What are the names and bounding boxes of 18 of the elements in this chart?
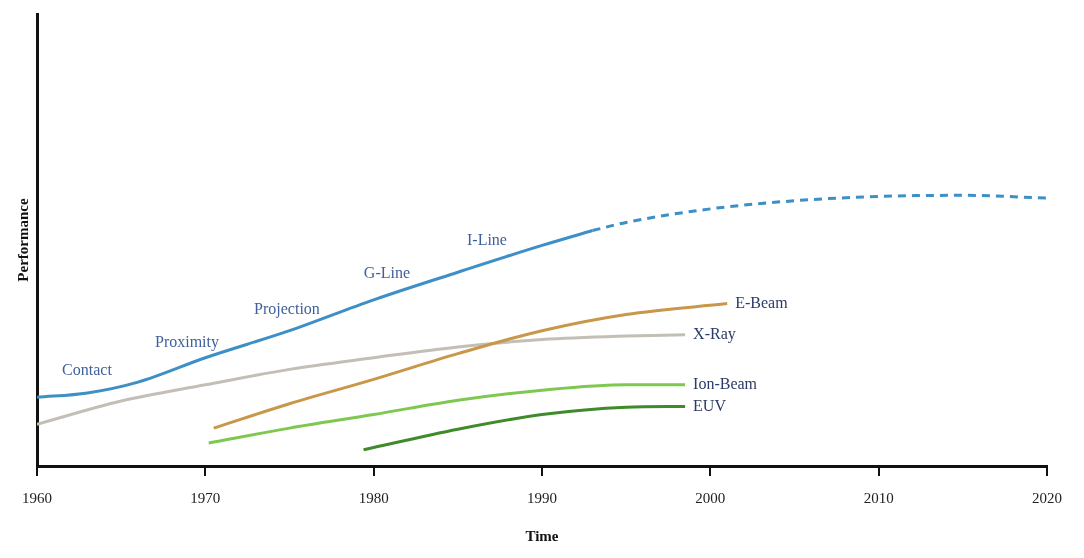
annotation: Projection [254, 299, 320, 318]
annotation: Contact [62, 361, 113, 379]
x-tick-label: 2000 [695, 489, 726, 506]
annotation: G-Line [363, 263, 411, 281]
x-tick-label: 2020 [1032, 489, 1062, 506]
series-label: Ion-Beam [693, 375, 758, 393]
y-axis-title: Performance [14, 198, 31, 282]
annotation: I-Line [466, 231, 507, 249]
x-tick-label: 2010 [863, 489, 894, 506]
annotation: Proximity [154, 332, 219, 351]
x-tick-label: 1970 [190, 489, 221, 506]
series-label: E-Beam [735, 293, 789, 311]
x-tick-label: 1960 [22, 489, 52, 506]
series-label: X-Ray [693, 324, 736, 343]
series-label: EUV [693, 396, 727, 414]
x-tick-label: 1980 [358, 489, 389, 506]
x-axis-title: Time [525, 527, 559, 544]
x-tick-label: 1990 [527, 489, 557, 506]
